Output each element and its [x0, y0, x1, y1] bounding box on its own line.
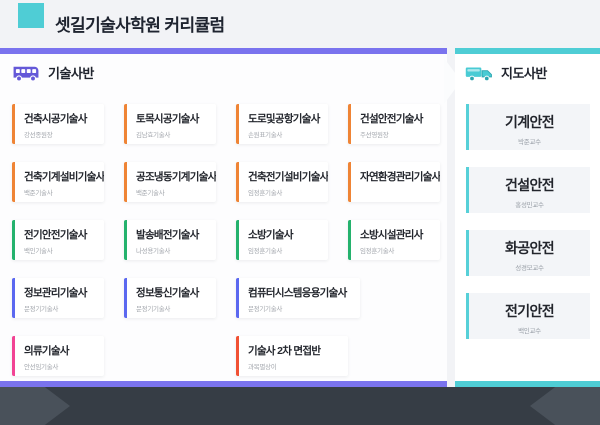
main-panel-header: 기술사반 — [0, 54, 447, 88]
course-card-instructor: 김남효기술사 — [136, 132, 171, 139]
course-card: 자연환경관리기술사 — [348, 162, 440, 202]
course-card-title: 건축시공기술사 — [24, 113, 87, 125]
main-section-title: 기술사반 — [48, 66, 94, 81]
side-course-title: 건설안전 — [504, 177, 555, 193]
truck-icon — [465, 64, 493, 82]
side-course-title: 화공안전 — [504, 240, 555, 256]
side-section-title: 지도사반 — [501, 66, 547, 81]
side-course-professor: 성경모교수 — [515, 265, 544, 272]
footer-band — [0, 387, 600, 425]
course-card-title: 컴퓨터시스템응용기술사 — [248, 287, 347, 299]
course-card-title: 소방시설관리사 — [360, 229, 423, 241]
side-course-title: 전기안전 — [504, 303, 555, 319]
footer-chevron-right — [530, 387, 600, 425]
page-title: 셋길기술사학원 커리큘럼 — [55, 16, 225, 35]
course-card-instructor: 안선임기술사 — [24, 364, 59, 371]
course-card-instructor: 임정훈기술사 — [360, 248, 395, 255]
course-card-instructor: 임정훈기술사 — [248, 190, 283, 197]
course-card-instructor: 백준기술사 — [136, 190, 165, 197]
course-card-title: 건축전기설비기술사 — [248, 171, 328, 183]
course-card-title: 기술사 2차 면접반 — [248, 345, 321, 357]
course-card-instructor: 문정기기술사 — [136, 306, 171, 313]
side-panel-header: 지도사반 — [455, 54, 600, 88]
brand-square — [18, 3, 44, 28]
course-card-title: 정보관리기술사 — [24, 287, 87, 299]
course-card-title: 토목시공기술사 — [136, 113, 199, 125]
course-card-instructor: 나성용기술사 — [136, 248, 171, 255]
footer-chevron-left — [0, 387, 70, 425]
side-course-professor: 백인교수 — [518, 328, 541, 335]
side-course-professor: 홍성민교수 — [515, 202, 544, 209]
course-card-instructor: 문정기기술사 — [248, 306, 283, 313]
course-card-instructor: 백준기술사 — [24, 190, 53, 197]
course-card-instructor: 문정기기술사 — [24, 306, 59, 313]
course-card-instructor: 손원표기술사 — [248, 132, 283, 139]
side-course-title: 기계안전 — [504, 114, 555, 130]
course-card-instructor: 과목별상이 — [248, 364, 277, 371]
course-card-title: 정보통신기술사 — [136, 287, 199, 299]
course-card-grid: 건축시공기술사 강선종원장 토목시공기술사 김남효기술사 도로및공항기술사 손원표기술사 건… — [12, 104, 440, 376]
bus-icon — [12, 64, 40, 82]
course-card-title: 도로및공항기술사 — [248, 113, 320, 125]
course-card-title: 공조냉동기계기술사 — [136, 171, 216, 183]
course-card-title: 발송배전기술사 — [136, 229, 199, 241]
side-course-professor: 박준교수 — [518, 139, 541, 146]
course-card-instructor: 백인기술사 — [24, 248, 53, 255]
course-card-title: 소방기술사 — [248, 229, 294, 241]
course-card-instructor: 주선영원장 — [360, 132, 389, 139]
course-card-title: 의류기술사 — [24, 345, 70, 357]
course-card-title: 전기안전기술사 — [24, 229, 87, 241]
course-card-title: 건설안전기술사 — [360, 113, 423, 125]
course-card-title: 자연환경관리기술사 — [360, 171, 440, 183]
course-card-instructor: 강선종원장 — [24, 132, 53, 139]
course-card-title: 건축기계설비기술사 — [24, 171, 104, 183]
course-card-instructor: 임정훈기술사 — [248, 248, 283, 255]
